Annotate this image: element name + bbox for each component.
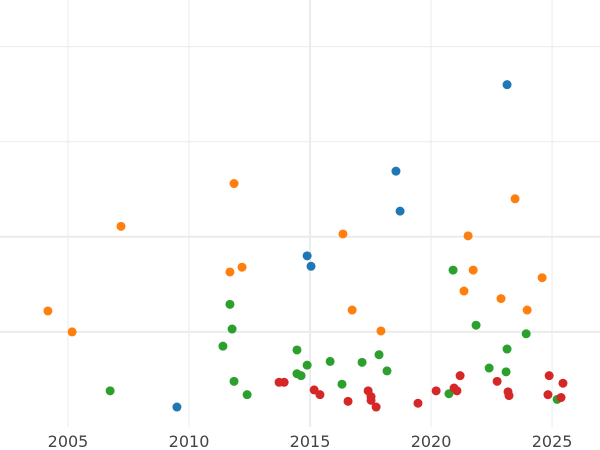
point-green: [296, 371, 306, 381]
point-green: [521, 329, 531, 339]
point-blue: [302, 251, 312, 261]
point-blue: [172, 402, 182, 412]
point-blue: [502, 80, 512, 90]
point-red: [279, 377, 289, 387]
point-orange: [237, 262, 247, 272]
point-green: [227, 324, 237, 334]
x-tick-label: 2010: [169, 432, 210, 450]
point-green: [218, 341, 228, 351]
point-red: [543, 390, 553, 400]
x-tick-label: 2025: [532, 432, 573, 450]
point-green: [242, 390, 252, 400]
grid: [0, 0, 600, 427]
point-green: [484, 363, 494, 373]
point-red: [315, 390, 325, 400]
point-orange: [522, 305, 532, 315]
data-points: [43, 80, 568, 412]
point-green: [502, 344, 512, 354]
point-orange: [67, 327, 77, 337]
point-green: [229, 376, 239, 386]
point-orange: [496, 294, 506, 304]
point-orange: [463, 231, 473, 241]
point-red: [413, 398, 423, 408]
point-orange: [225, 267, 235, 277]
point-red: [452, 386, 462, 396]
point-red: [431, 386, 441, 396]
point-orange: [229, 179, 239, 189]
point-green: [374, 350, 384, 360]
point-red: [371, 402, 381, 412]
point-red: [343, 396, 353, 406]
x-tick-label: 2020: [411, 432, 452, 450]
point-blue: [306, 261, 316, 271]
point-green: [302, 360, 312, 370]
x-axis: 2005 2010 2015 2020 2025: [48, 432, 573, 450]
point-blue: [391, 166, 401, 176]
point-orange: [116, 221, 126, 231]
point-red: [492, 376, 502, 386]
point-orange: [376, 326, 386, 336]
point-green: [225, 299, 235, 309]
point-orange: [347, 305, 357, 315]
point-red: [366, 395, 376, 405]
point-green: [471, 320, 481, 330]
point-orange: [338, 229, 348, 239]
point-green: [448, 265, 458, 275]
point-orange: [468, 265, 478, 275]
point-red: [558, 378, 568, 388]
point-blue: [395, 206, 405, 216]
point-orange: [537, 273, 547, 283]
point-green: [357, 357, 367, 367]
point-orange: [459, 286, 469, 296]
point-green: [337, 379, 347, 389]
point-orange: [43, 306, 53, 316]
point-green: [292, 345, 302, 355]
point-green: [501, 367, 511, 377]
point-green: [105, 386, 115, 396]
point-red: [556, 393, 566, 403]
point-red: [544, 371, 554, 381]
x-tick-label: 2005: [48, 432, 89, 450]
point-red: [504, 391, 514, 401]
point-orange: [510, 194, 520, 204]
point-green: [325, 356, 335, 366]
x-tick-label: 2015: [290, 432, 331, 450]
point-red: [455, 371, 465, 381]
point-green: [382, 366, 392, 376]
